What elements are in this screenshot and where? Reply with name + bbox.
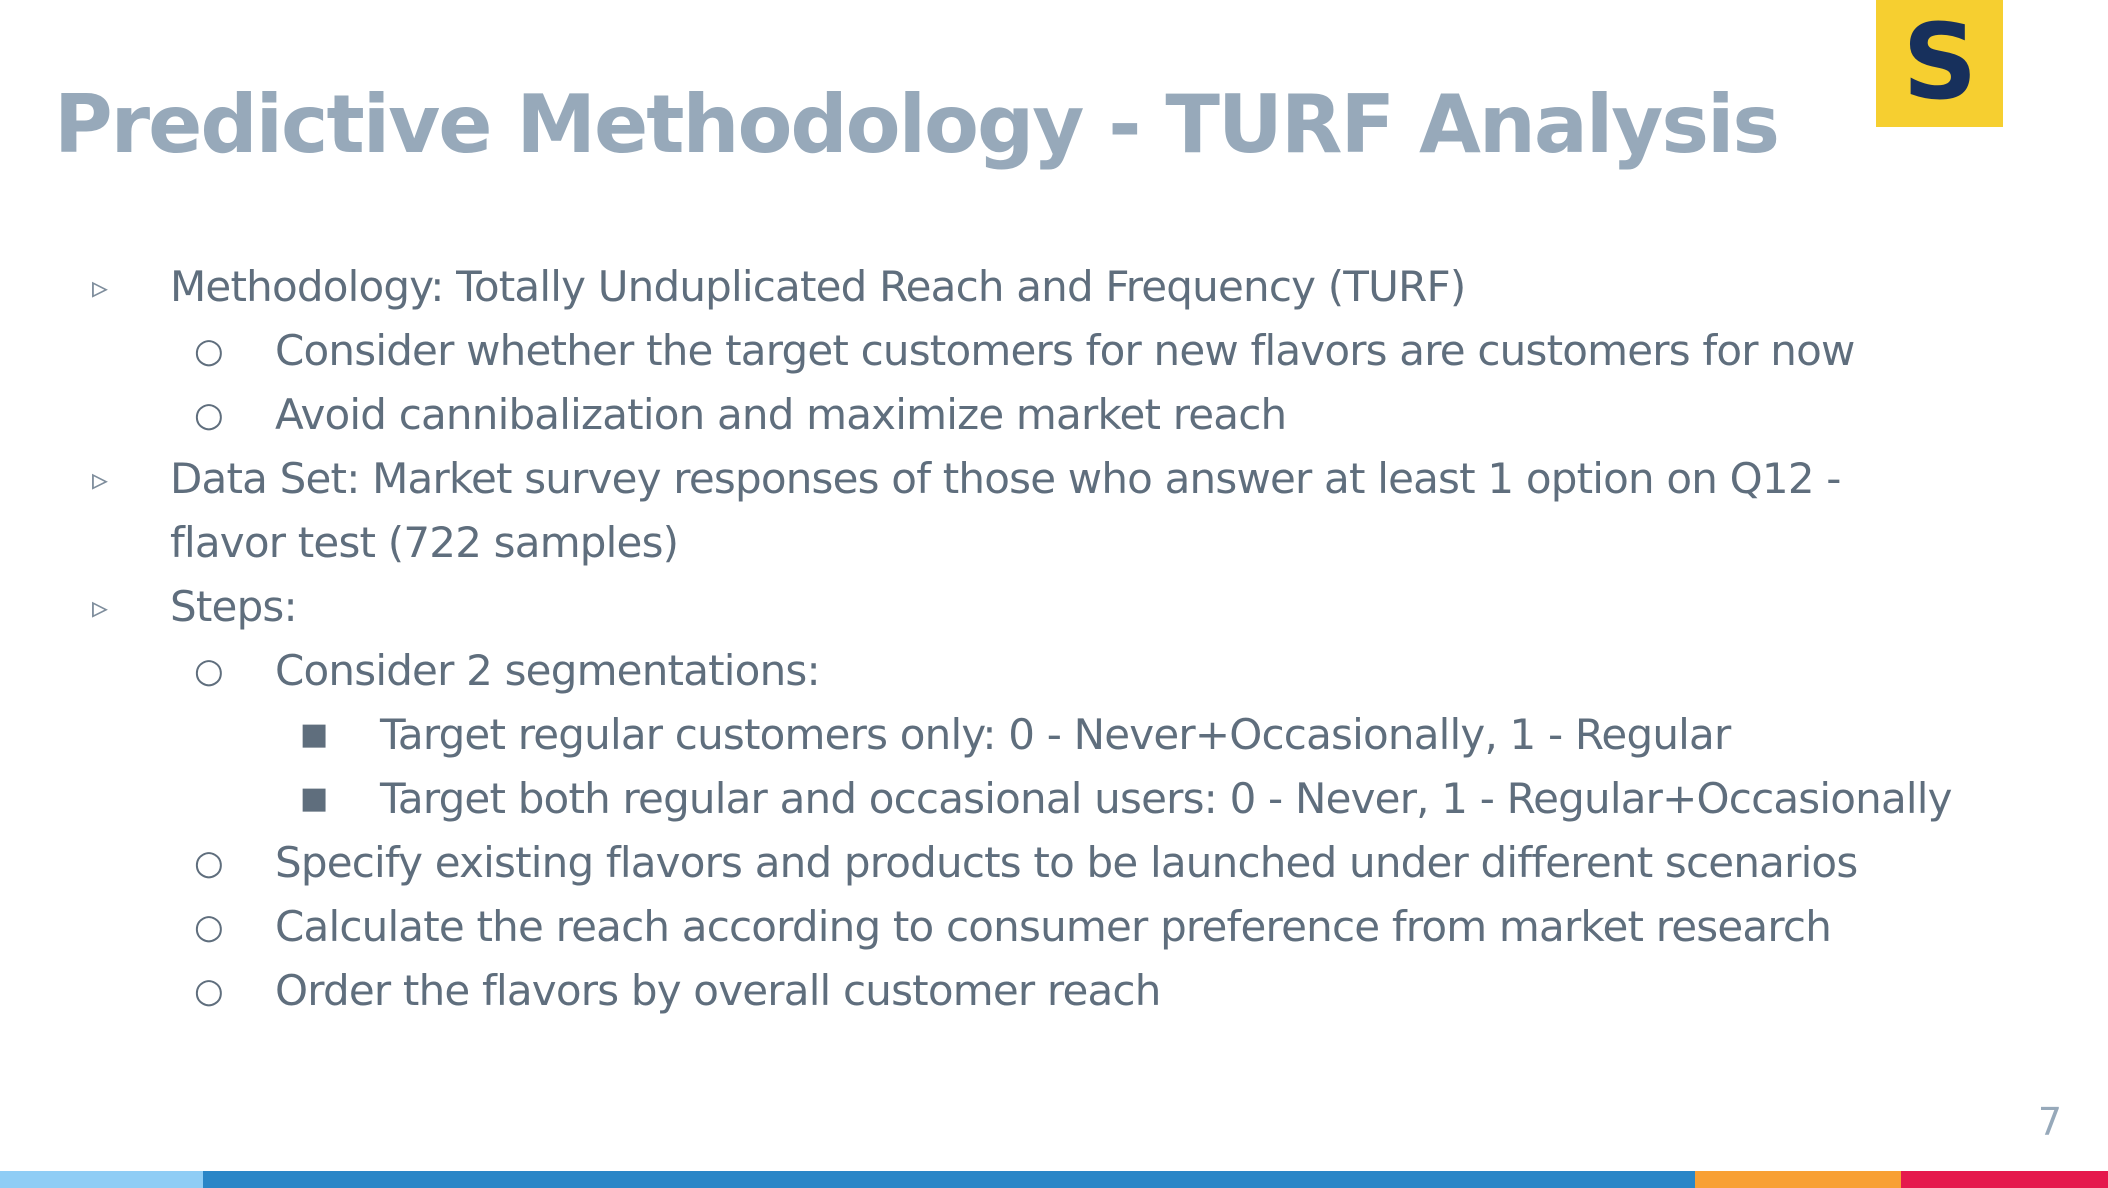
bullet-steps: ▹ Steps:	[0, 575, 2000, 639]
footer-bar-blue	[203, 1171, 1695, 1188]
bullet-text: Target both regular and occasional users…	[380, 774, 1953, 823]
triangle-bullet-icon: ▹	[92, 588, 108, 626]
sub-bullet-specify-flavors: ○ Specify existing flavors and products …	[0, 831, 2000, 895]
bullet-list: ▹ Methodology: Totally Unduplicated Reac…	[0, 255, 2000, 1023]
square-bullet-icon: ■	[300, 717, 328, 752]
triangle-bullet-icon: ▹	[92, 460, 108, 498]
sub-bullet-calculate-reach: ○ Calculate the reach according to consu…	[0, 895, 2000, 959]
brand-s-logo-icon: S	[1902, 16, 1977, 112]
bullet-data-set-continued: flavor test (722 samples)	[0, 511, 2000, 575]
sub-bullet-order-flavors: ○ Order the flavors by overall customer …	[0, 959, 2000, 1023]
footer-bar-light-blue	[0, 1171, 203, 1188]
sub-bullet-consider-customers: ○ Consider whether the target customers …	[0, 319, 2000, 383]
bullet-text: Data Set: Market survey responses of tho…	[170, 454, 1841, 503]
logo-letter: S	[1902, 16, 1977, 112]
brand-logo: S	[1876, 0, 2003, 127]
page-number: 7	[2037, 1100, 2062, 1144]
bullet-data-set: ▹ Data Set: Market survey responses of t…	[0, 447, 2000, 511]
circle-bullet-icon: ○	[194, 395, 224, 435]
slide-title: Predictive Methodology - TURF Analysis	[54, 78, 1780, 171]
footer-color-bar	[0, 1171, 2108, 1188]
bullet-text: Avoid cannibalization and maximize marke…	[275, 390, 1287, 439]
bullet-text: flavor test (722 samples)	[170, 518, 679, 567]
bullet-text: Consider 2 segmentations:	[275, 646, 821, 695]
sub-bullet-segmentations: ○ Consider 2 segmentations:	[0, 639, 2000, 703]
footer-bar-red	[1901, 1171, 2108, 1188]
circle-bullet-icon: ○	[194, 331, 224, 371]
bullet-text: Target regular customers only: 0 - Never…	[380, 710, 1731, 759]
circle-bullet-icon: ○	[194, 907, 224, 947]
sub-sub-bullet-regular-only: ■ Target regular customers only: 0 - Nev…	[0, 703, 2000, 767]
sub-sub-bullet-regular-occasional: ■ Target both regular and occasional use…	[0, 767, 2000, 831]
bullet-text: Methodology: Totally Unduplicated Reach …	[170, 262, 1466, 311]
bullet-text: Steps:	[170, 582, 298, 631]
triangle-bullet-icon: ▹	[92, 268, 108, 306]
bullet-text: Order the flavors by overall customer re…	[275, 966, 1161, 1015]
circle-bullet-icon: ○	[194, 843, 224, 883]
bullet-text: Specify existing flavors and products to…	[275, 838, 1858, 887]
circle-bullet-icon: ○	[194, 651, 224, 691]
circle-bullet-icon: ○	[194, 971, 224, 1011]
footer-bar-orange	[1695, 1171, 1901, 1188]
bullet-methodology: ▹ Methodology: Totally Unduplicated Reac…	[0, 255, 2000, 319]
bullet-text: Consider whether the target customers fo…	[275, 326, 1855, 375]
square-bullet-icon: ■	[300, 781, 328, 816]
bullet-text: Calculate the reach according to consume…	[275, 902, 1832, 951]
sub-bullet-avoid-cannibalization: ○ Avoid cannibalization and maximize mar…	[0, 383, 2000, 447]
